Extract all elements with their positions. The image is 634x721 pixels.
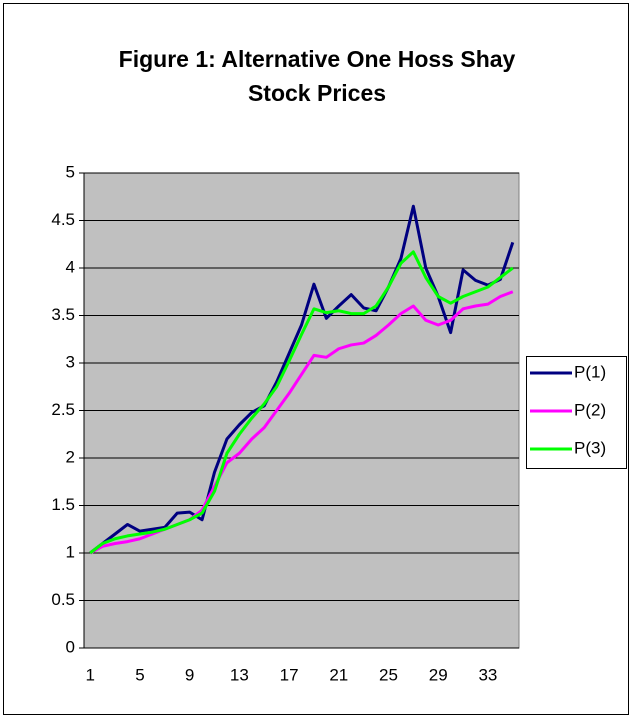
y-tick-label: 0 bbox=[66, 637, 75, 656]
x-tick-label: 1 bbox=[85, 665, 94, 684]
x-tick-label: 29 bbox=[429, 665, 448, 684]
y-tick-label: 4.5 bbox=[51, 210, 75, 229]
y-tick-label: 0.5 bbox=[51, 590, 75, 609]
x-tick-label: 33 bbox=[478, 665, 497, 684]
y-tick-label: 1.5 bbox=[51, 495, 75, 514]
x-tick-label: 25 bbox=[379, 665, 398, 684]
x-tick-label: 21 bbox=[329, 665, 348, 684]
y-tick-label: 4 bbox=[66, 257, 75, 276]
legend-label: P(3) bbox=[574, 438, 606, 457]
series-line bbox=[89, 250, 514, 555]
y-tick-label: 3.5 bbox=[51, 305, 75, 324]
legend-label: P(2) bbox=[574, 400, 606, 419]
y-tick-label: 2 bbox=[66, 447, 75, 466]
y-tick-label: 5 bbox=[66, 162, 75, 181]
y-tick-label: 1 bbox=[66, 542, 75, 561]
y-tick-label: 2.5 bbox=[51, 400, 75, 419]
chart-title: Figure 1: Alternative One Hoss Shay Stoc… bbox=[118, 46, 516, 106]
x-tick-label: 17 bbox=[280, 665, 299, 684]
x-tick-label: 5 bbox=[135, 665, 144, 684]
legend-label: P(1) bbox=[574, 362, 606, 381]
x-tick-label: 13 bbox=[230, 665, 249, 684]
series-line bbox=[89, 204, 515, 555]
y-tick-label: 3 bbox=[66, 352, 75, 371]
x-tick-label: 9 bbox=[185, 665, 194, 684]
